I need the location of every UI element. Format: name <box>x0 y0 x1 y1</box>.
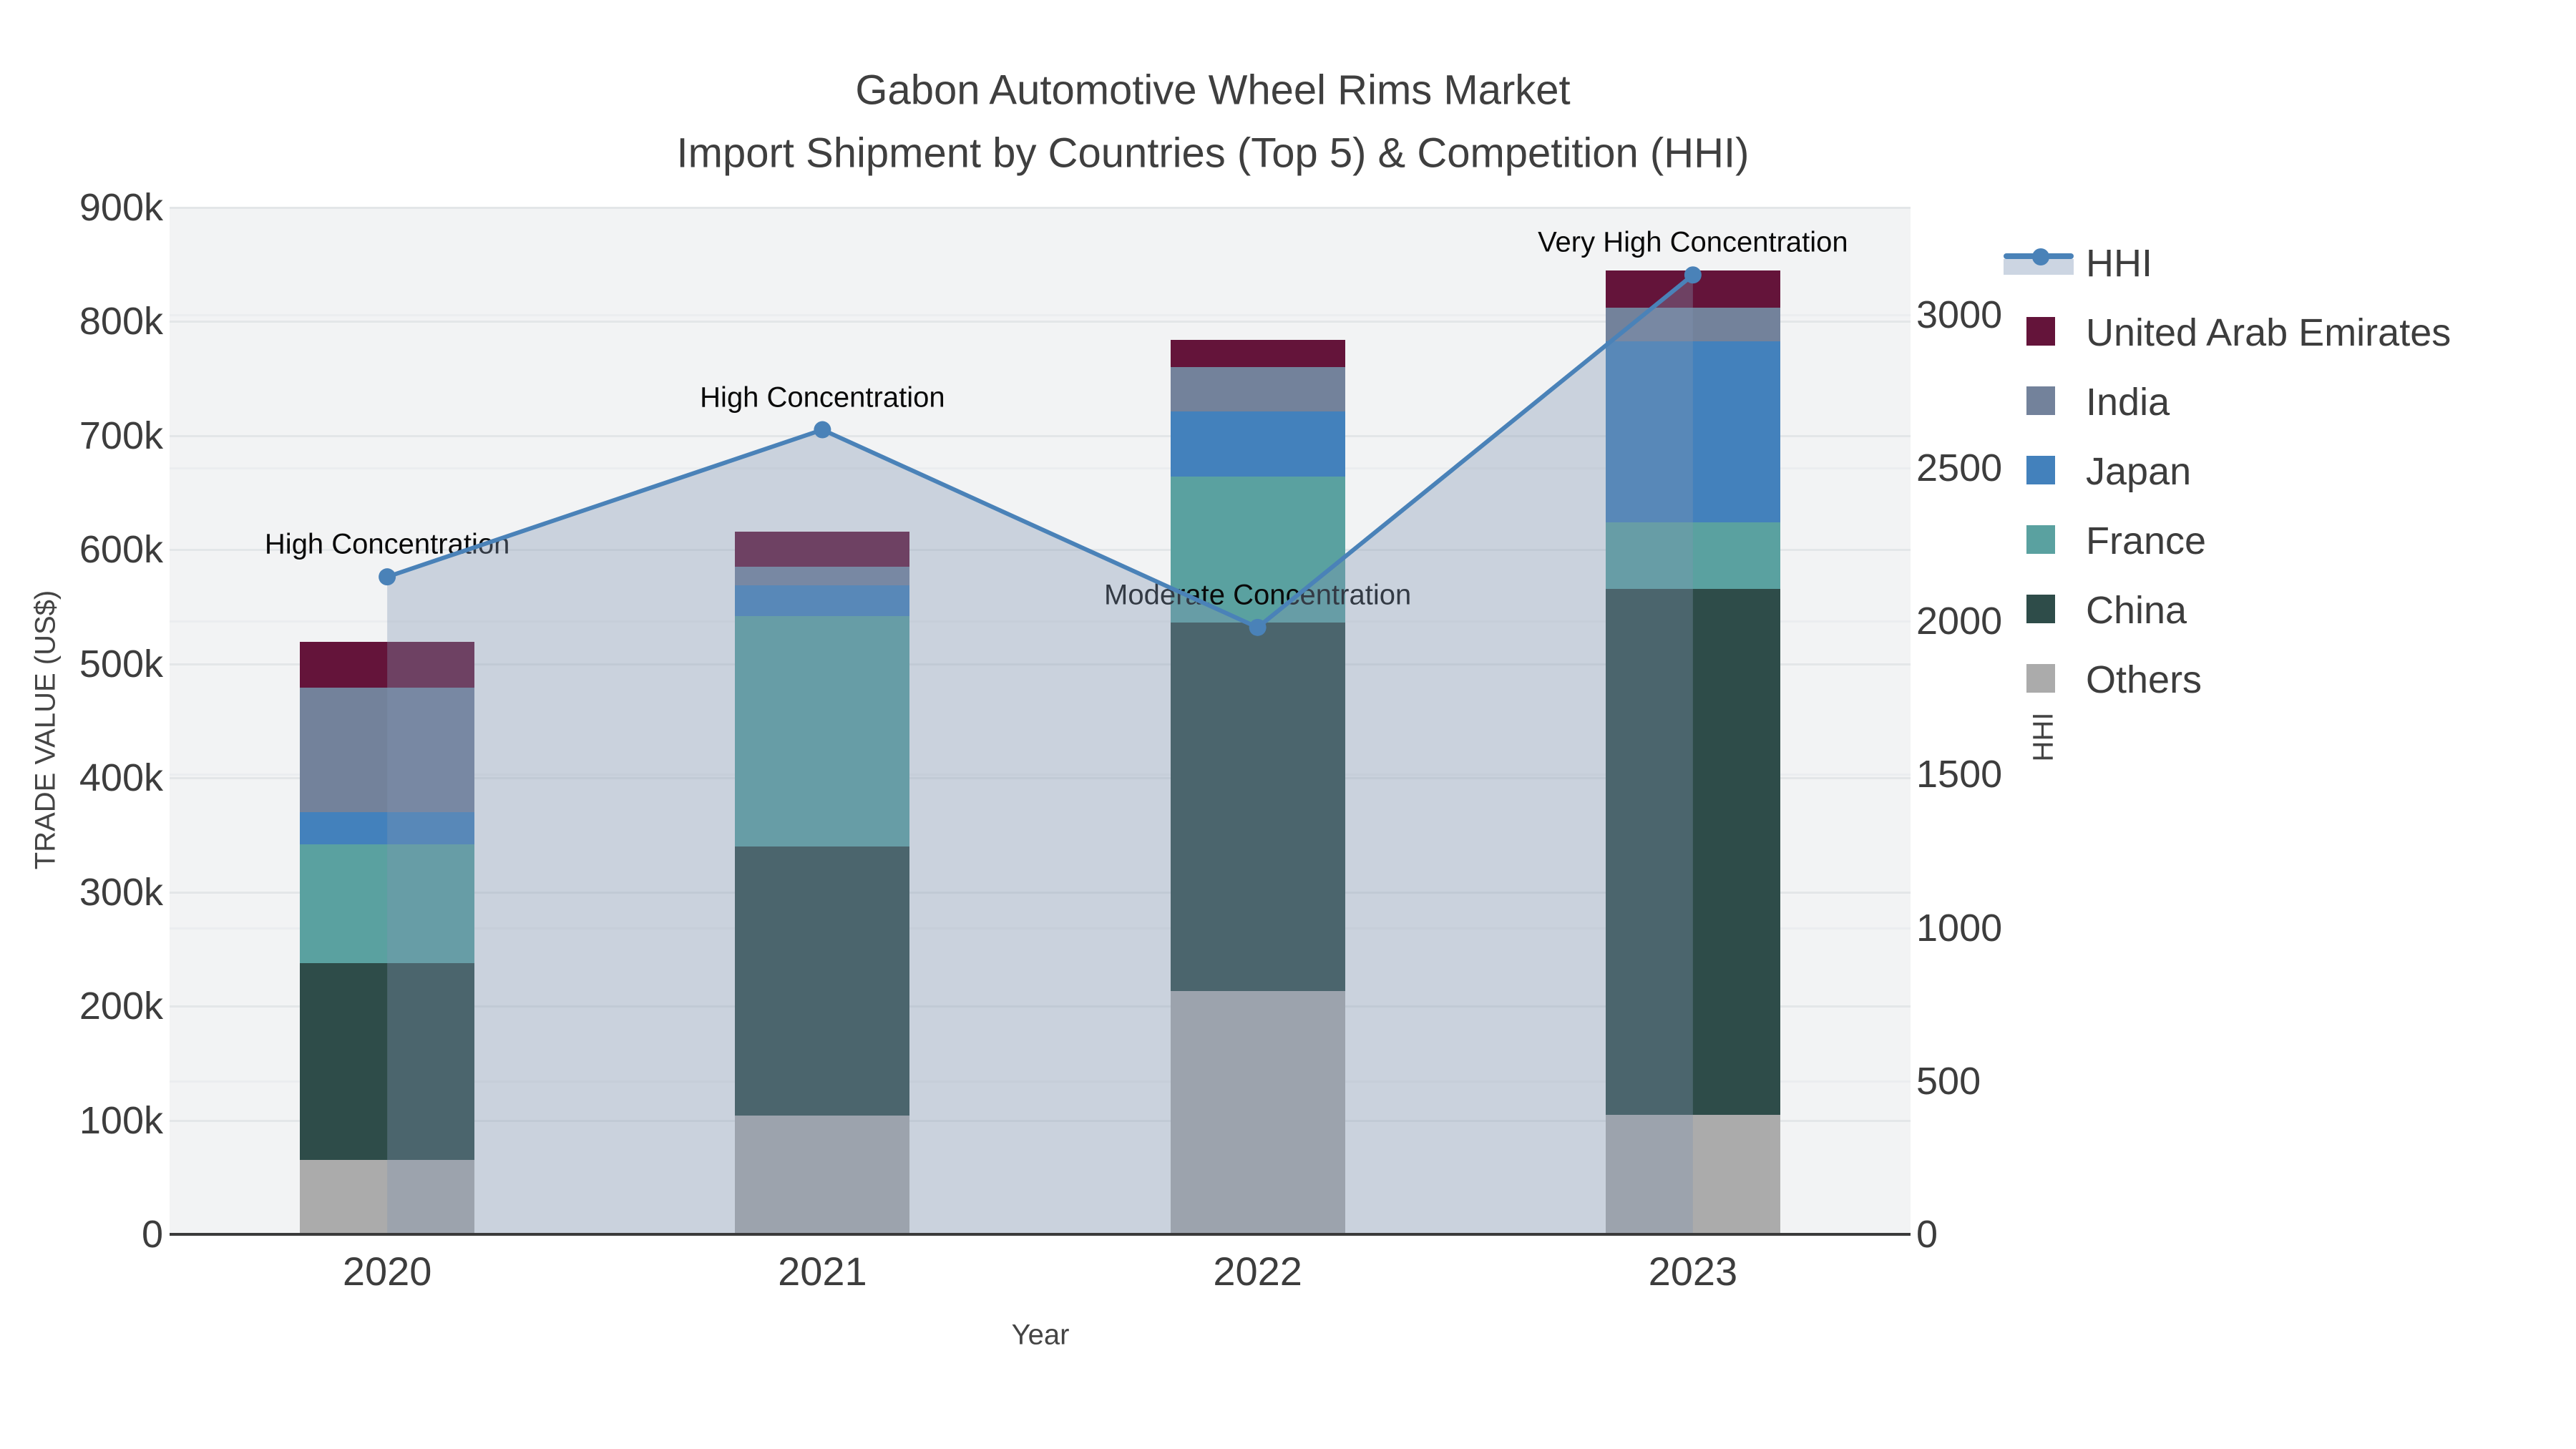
legend-label: India <box>2086 381 2170 424</box>
legend-label: United Arab Emirates <box>2086 311 2451 354</box>
gridline-right-1000 <box>170 927 1911 930</box>
bar-segment-india-2022 <box>1170 367 1345 412</box>
legend-swatch-icon <box>2026 386 2055 415</box>
bar-segment-others-2020 <box>300 1160 475 1234</box>
y-right-tick-2500: 2500 <box>1916 447 2003 490</box>
y-right-tick-0: 0 <box>1916 1213 1938 1256</box>
x-tick-2020: 2020 <box>342 1249 432 1294</box>
bar-segment-united-arab-emirates-2020 <box>300 642 475 688</box>
legend-label: China <box>2086 589 2187 632</box>
bar-segment-india-2021 <box>735 567 910 585</box>
annotation-2021: High Concentration <box>700 381 945 414</box>
x-tick-2021: 2021 <box>778 1249 867 1294</box>
gridline-left-100k <box>170 1119 1911 1122</box>
y-right-tick-3000: 3000 <box>1916 293 2003 336</box>
bar-segment-france-2023 <box>1605 522 1780 589</box>
bar-segment-others-2022 <box>1170 991 1345 1234</box>
bar-segment-india-2020 <box>300 688 475 813</box>
y-left-tick-300k: 300k <box>79 870 163 914</box>
y-right-tick-2000: 2000 <box>1916 600 2003 643</box>
y-left-tick-900k: 900k <box>79 186 163 229</box>
bar-segment-japan-2023 <box>1605 341 1780 523</box>
legend-swatch-icon <box>2026 525 2055 554</box>
gridline-left-500k <box>170 663 1911 665</box>
gridline-left-900k <box>170 207 1911 209</box>
bar-segment-france-2021 <box>735 615 910 847</box>
y-axis-left-title: TRADE VALUE (US$) <box>29 590 62 870</box>
legend-swatch-icon <box>2026 317 2055 346</box>
legend-swatch-icon <box>2026 664 2055 693</box>
y-axis-right-title: HHI <box>2027 712 2059 762</box>
hhi-legend-marker-icon <box>2032 248 2049 265</box>
chart-title-line1: Gabon Automotive Wheel Rims Market <box>855 67 1571 114</box>
y-left-tick-500k: 500k <box>79 642 163 686</box>
annotation-2020: High Concentration <box>264 528 510 560</box>
y-left-tick-0: 0 <box>141 1213 163 1256</box>
y-right-tick-500: 500 <box>1916 1059 1981 1103</box>
bar-segment-others-2023 <box>1605 1114 1780 1234</box>
chart-title-line2: Import Shipment by Countries (Top 5) & C… <box>676 130 1750 177</box>
y-left-tick-200k: 200k <box>79 985 163 1028</box>
bar-segment-japan-2020 <box>300 812 475 844</box>
gridline-left-300k <box>170 891 1911 894</box>
legend-label: HHI <box>2086 242 2152 285</box>
gridline-left-400k <box>170 777 1911 780</box>
y-left-tick-100k: 100k <box>79 1098 163 1142</box>
bar-segment-china-2020 <box>300 962 475 1161</box>
bar-segment-united-arab-emirates-2021 <box>735 531 910 567</box>
annotation-2022: Moderate Concentration <box>1104 579 1412 611</box>
legend-swatch-icon <box>2026 595 2055 623</box>
bar-segment-japan-2021 <box>735 585 910 616</box>
x-tick-2022: 2022 <box>1213 1249 1302 1294</box>
legend-label: Others <box>2086 658 2202 701</box>
y-right-tick-1500: 1500 <box>1916 753 2003 796</box>
y-left-tick-600k: 600k <box>79 528 163 572</box>
gridline-right-1500 <box>170 774 1911 776</box>
bar-segment-united-arab-emirates-2022 <box>1170 339 1345 368</box>
y-left-tick-700k: 700k <box>79 414 163 457</box>
legend-swatch-icon <box>2026 456 2055 484</box>
annotation-2023: Very High Concentration <box>1538 226 1848 258</box>
gridline-right-500 <box>170 1080 1911 1083</box>
bar-segment-china-2021 <box>735 846 910 1116</box>
bar-segment-france-2020 <box>300 844 475 963</box>
bar-segment-united-arab-emirates-2023 <box>1605 270 1780 308</box>
plot-area <box>170 207 1911 1234</box>
x-tick-2023: 2023 <box>1648 1249 1738 1294</box>
y-left-tick-400k: 400k <box>79 756 163 800</box>
legend-label: France <box>2086 519 2207 562</box>
bar-segment-japan-2022 <box>1170 411 1345 477</box>
hhi-legend-band-icon <box>2004 259 2074 275</box>
x-axis-line <box>170 1233 1911 1236</box>
bar-segment-china-2022 <box>1170 623 1345 992</box>
y-right-tick-1000: 1000 <box>1916 906 2003 950</box>
bar-segment-others-2021 <box>735 1116 910 1234</box>
legend-label: Japan <box>2086 450 2192 493</box>
x-axis-title: Year <box>1011 1319 1070 1351</box>
bar-segment-china-2023 <box>1605 588 1780 1115</box>
bar-segment-india-2023 <box>1605 308 1780 341</box>
y-left-tick-800k: 800k <box>79 300 163 343</box>
gridline-left-200k <box>170 1005 1911 1008</box>
